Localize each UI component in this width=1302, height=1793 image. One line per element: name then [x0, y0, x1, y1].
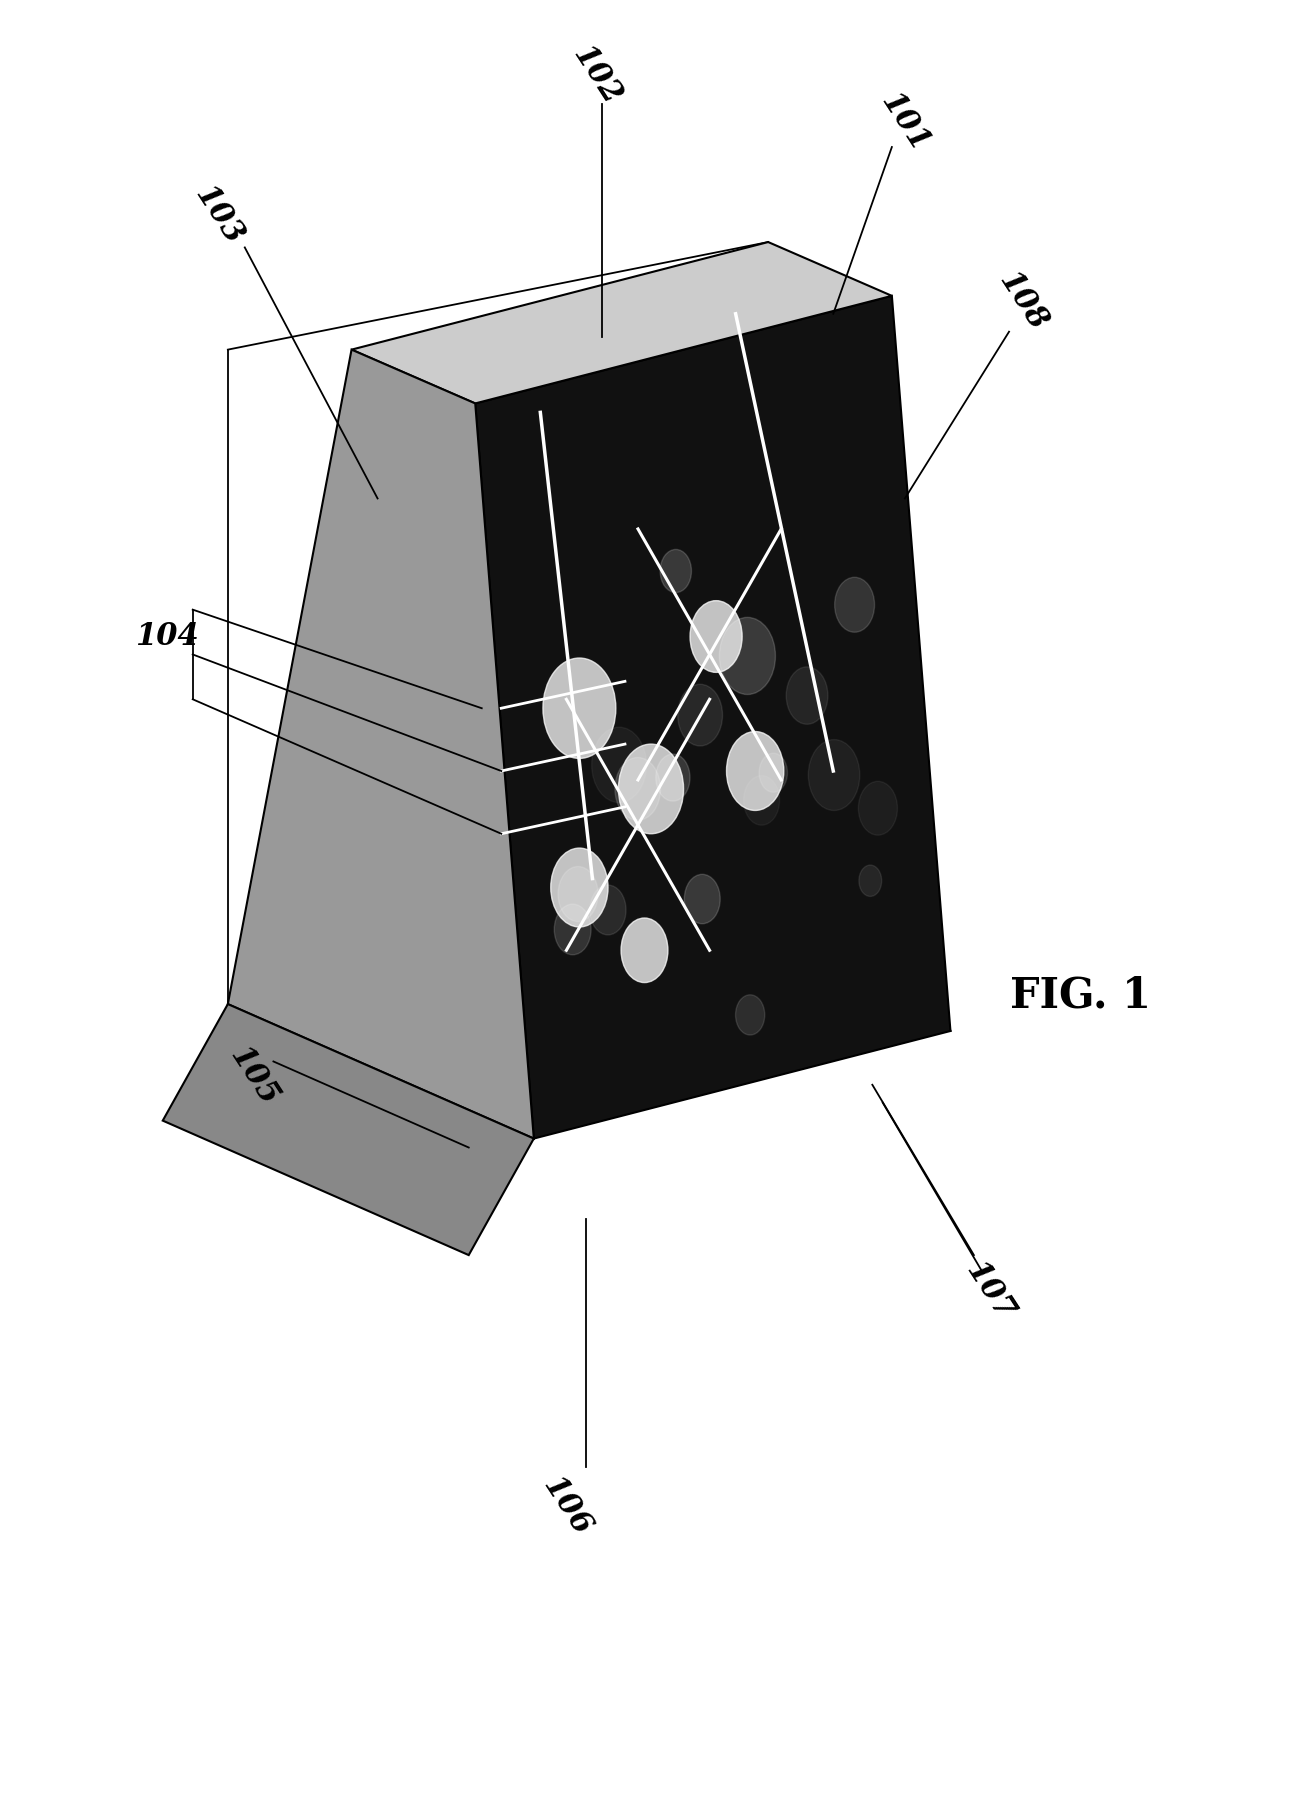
Text: 105: 105 [224, 1040, 284, 1112]
Circle shape [720, 617, 776, 694]
Circle shape [809, 739, 859, 810]
Polygon shape [352, 242, 892, 403]
Circle shape [678, 685, 723, 746]
Circle shape [685, 875, 720, 923]
Circle shape [786, 667, 828, 724]
Circle shape [727, 732, 784, 810]
Text: 101: 101 [875, 86, 935, 158]
Circle shape [618, 744, 684, 834]
Polygon shape [475, 296, 950, 1139]
Text: 106: 106 [536, 1470, 596, 1542]
Circle shape [543, 658, 616, 758]
Text: FIG. 1: FIG. 1 [1010, 974, 1151, 1017]
Circle shape [615, 757, 660, 819]
Circle shape [660, 549, 691, 592]
Text: 102: 102 [566, 39, 626, 111]
Polygon shape [163, 1004, 534, 1255]
Text: 107: 107 [960, 1255, 1019, 1327]
Text: 103: 103 [189, 179, 249, 251]
Circle shape [656, 755, 690, 801]
Circle shape [551, 848, 608, 927]
Polygon shape [228, 350, 534, 1139]
Circle shape [591, 728, 647, 803]
Circle shape [559, 866, 598, 922]
Circle shape [835, 577, 875, 633]
Circle shape [590, 886, 626, 934]
Circle shape [621, 918, 668, 983]
Text: 108: 108 [992, 265, 1052, 337]
Circle shape [555, 904, 591, 956]
Circle shape [690, 601, 742, 672]
Circle shape [759, 753, 788, 793]
Circle shape [858, 782, 897, 836]
Text: 104: 104 [135, 620, 198, 653]
Circle shape [736, 995, 764, 1035]
Circle shape [859, 864, 881, 896]
Circle shape [743, 776, 780, 825]
